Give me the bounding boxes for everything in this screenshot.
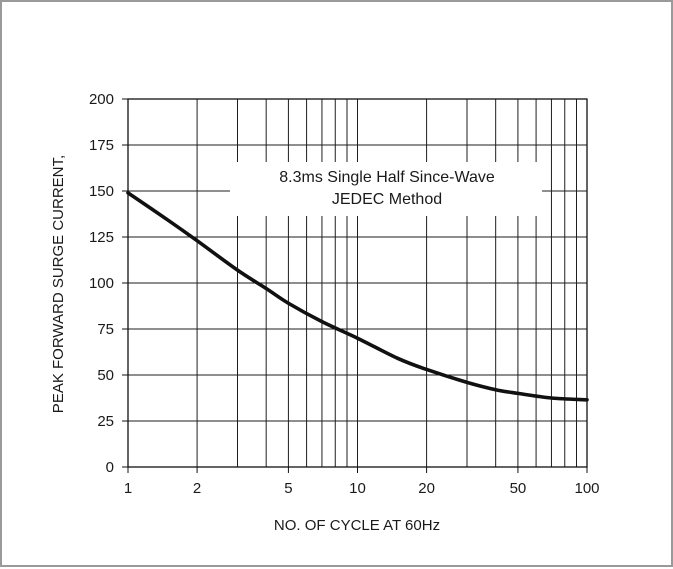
x-tick-label-2: 5 xyxy=(284,480,292,497)
x-tick-label-0: 1 xyxy=(124,480,132,497)
y-tick-label-7: 175 xyxy=(89,137,114,154)
annotation-line-1: 8.3ms Single Half Since-Wave xyxy=(279,169,495,186)
y-tick-label-3: 75 xyxy=(97,321,114,338)
x-tick-label-3: 10 xyxy=(349,480,366,497)
annotation-line-2: JEDEC Method xyxy=(332,191,442,208)
y-axis-title: PEAK FORWARD SURGE CURRENT, xyxy=(50,155,67,413)
y-tick-label-4: 100 xyxy=(89,275,114,292)
y-tick-label-0: 0 xyxy=(106,459,114,476)
series-line-0 xyxy=(126,191,589,402)
axes xyxy=(122,98,588,473)
y-tick-label-8: 200 xyxy=(89,91,114,108)
y-tick-label-5: 125 xyxy=(89,229,114,246)
y-tick-label-1: 25 xyxy=(97,413,114,430)
x-tick-label-5: 50 xyxy=(510,480,527,497)
x-tick-label-4: 20 xyxy=(418,480,435,497)
grid xyxy=(128,99,587,467)
x-tick-label-6: 100 xyxy=(574,480,599,497)
y-tick-label-2: 50 xyxy=(97,367,114,384)
series xyxy=(126,191,589,402)
y-tick-label-6: 150 xyxy=(89,183,114,200)
annotation-background xyxy=(230,162,542,216)
x-tick-label-1: 2 xyxy=(193,480,201,497)
x-axis-title: NO. OF CYCLE AT 60Hz xyxy=(274,517,440,534)
